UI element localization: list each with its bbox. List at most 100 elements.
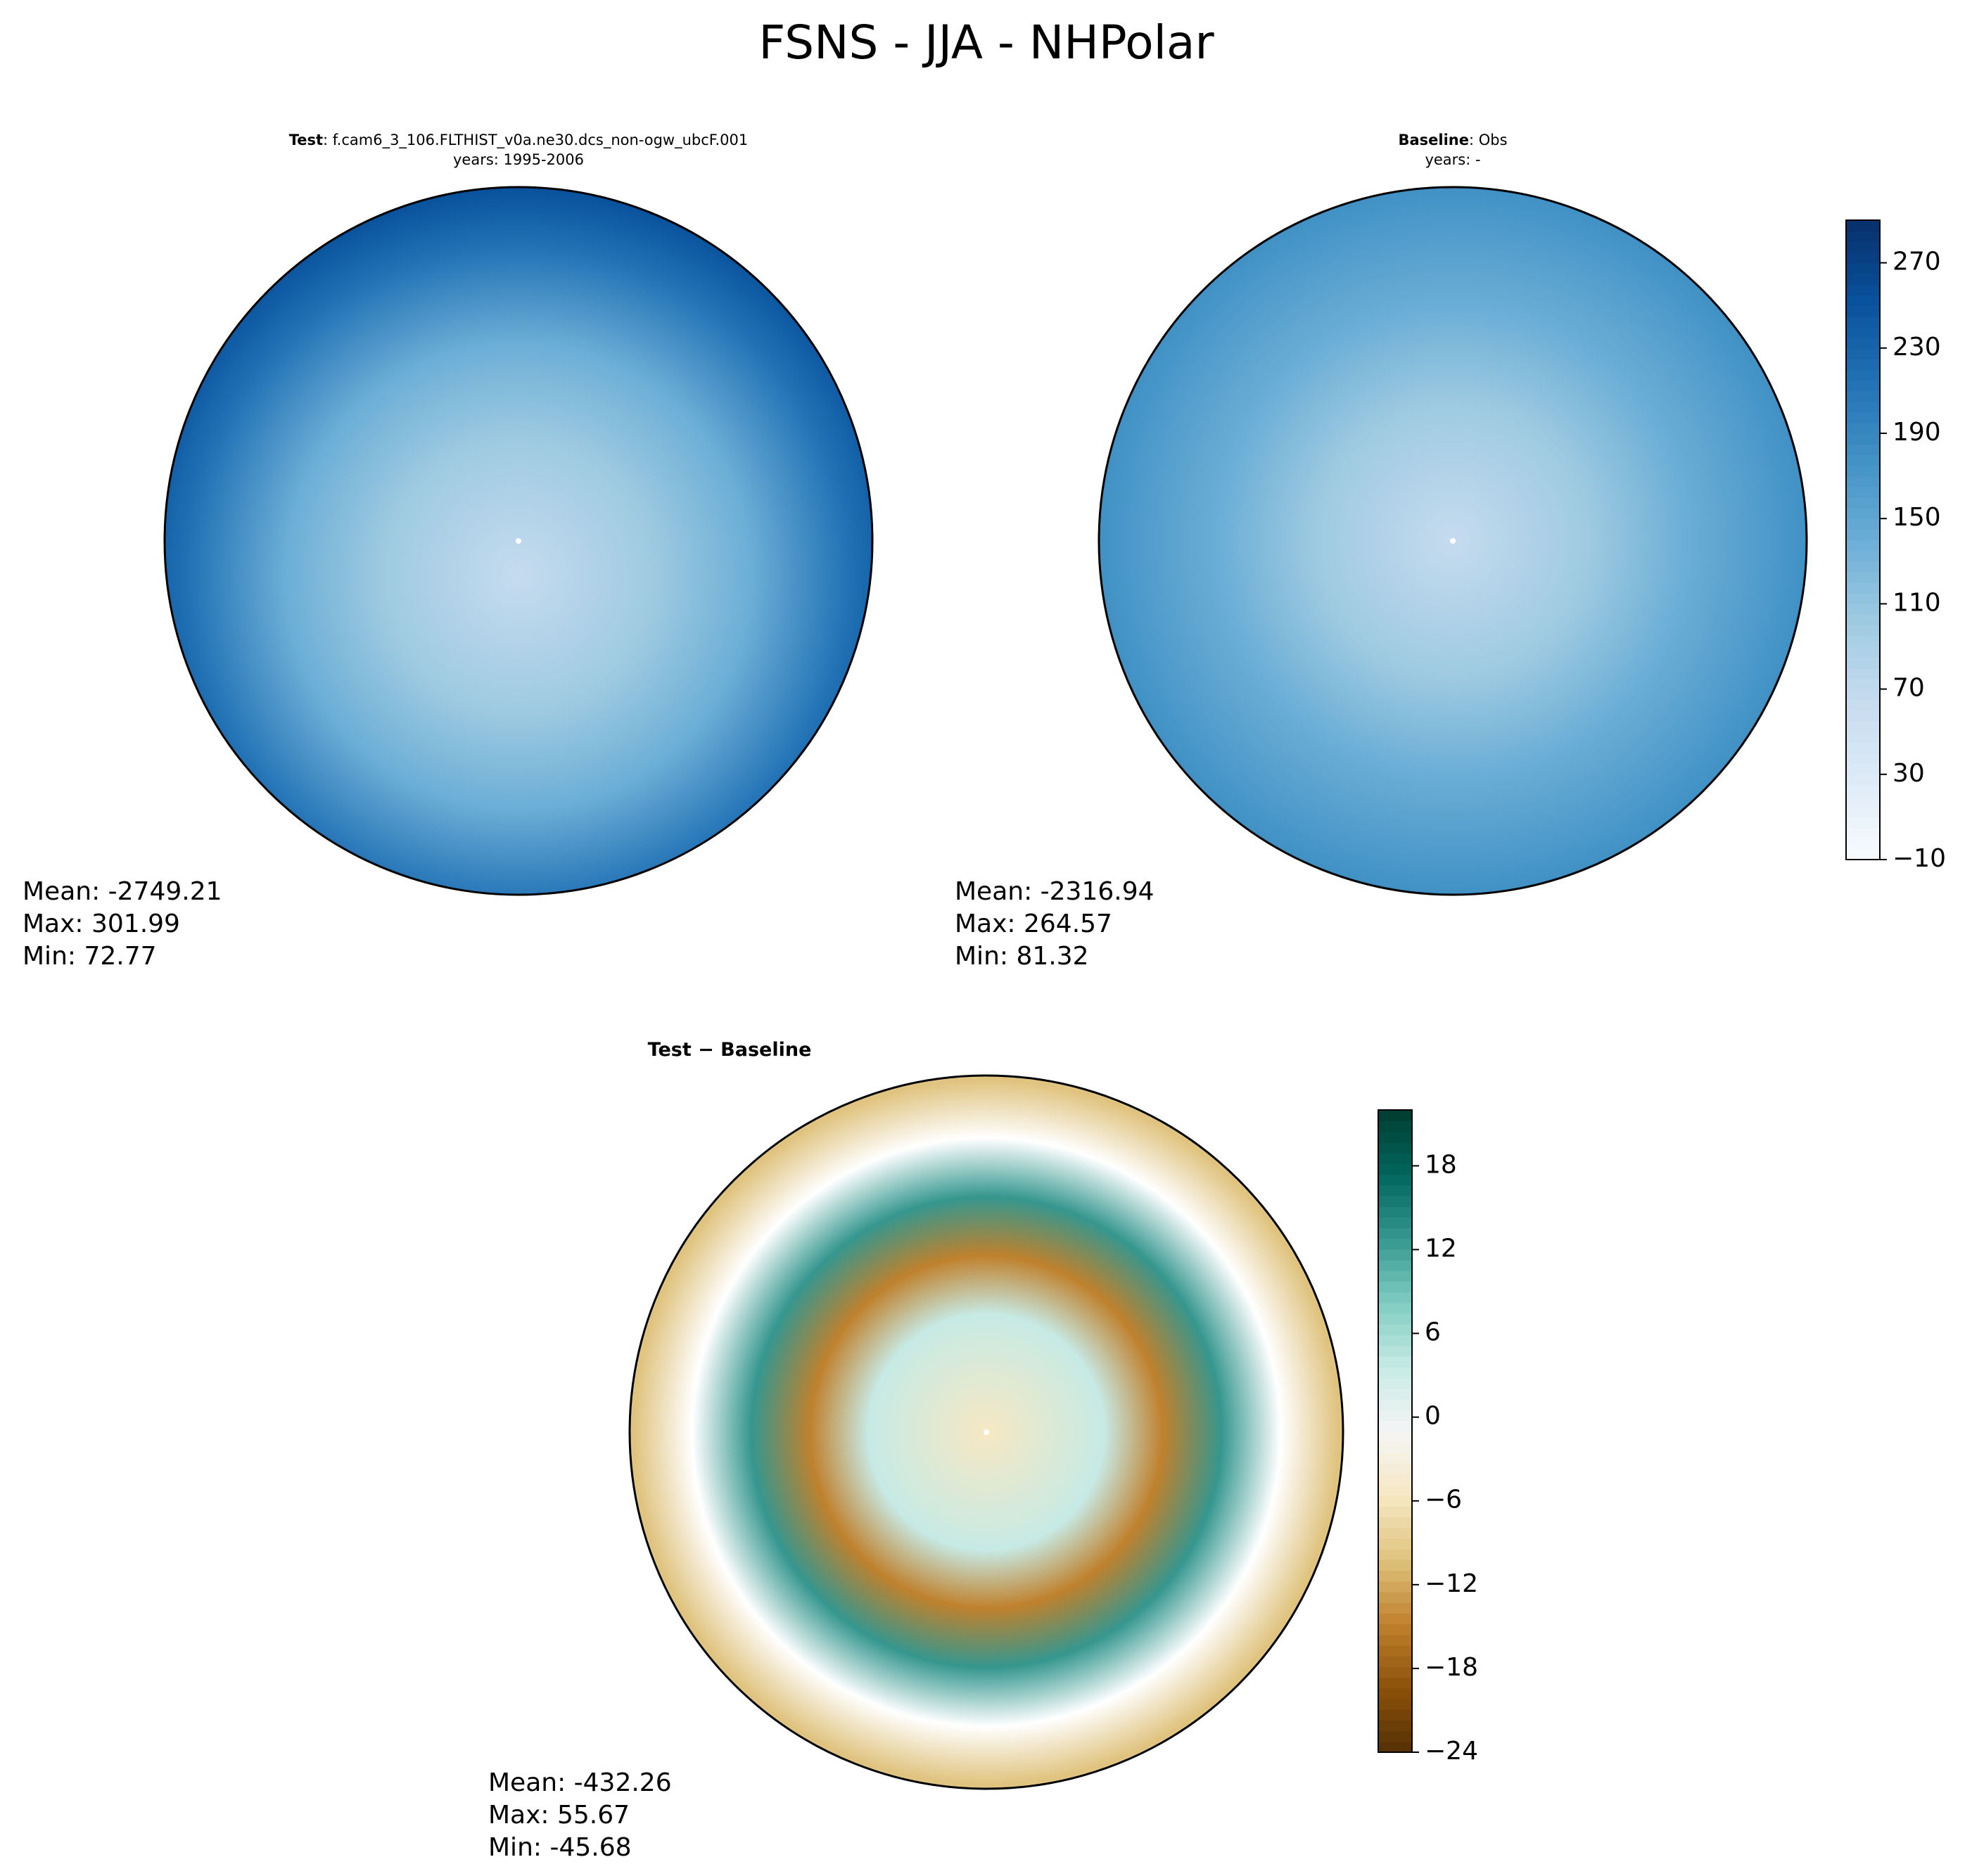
colorbar-segment [1846, 444, 1880, 456]
colorbar-segment [1378, 1410, 1412, 1422]
panel-title-label: Baseline [1398, 132, 1469, 148]
colorbar-segment [1378, 1324, 1412, 1336]
colorbar-segment [1378, 1302, 1412, 1314]
stat-text: Max: 301.99 [23, 910, 180, 938]
colorbar-segment [1378, 1656, 1412, 1668]
colorbar-segment [1378, 1591, 1412, 1603]
colorbar-segment [1846, 295, 1880, 306]
colorbar-segment [1378, 1174, 1412, 1186]
colorbar-segment [1846, 593, 1880, 605]
colorbar-segment [1846, 827, 1880, 839]
colorbar-segment [1846, 657, 1880, 669]
colorbar-segment [1378, 1666, 1412, 1678]
pole [516, 538, 521, 544]
colorbar-segment [1846, 848, 1880, 860]
colorbar-segment [1846, 625, 1880, 637]
colorbar-segment [1846, 561, 1880, 573]
colorbar-tick-label: 270 [1893, 248, 1941, 276]
colorbar-segment [1378, 1131, 1412, 1143]
colorbar-tick-label: 190 [1893, 418, 1941, 447]
panel-title: Test − Baseline [648, 1039, 812, 1061]
colorbar-segment [1378, 1559, 1412, 1571]
colorbar-segment [1378, 1313, 1412, 1325]
panel-title-text: : f.cam6_3_106.FLTHIST_v0a.ne30.dcs_non-… [323, 132, 748, 149]
colorbar-segment [1846, 721, 1880, 732]
colorbar-segment [1846, 220, 1880, 231]
colorbar-segment [1846, 241, 1880, 253]
colorbar-segment [1378, 1110, 1412, 1122]
colorbar-segment [1378, 1602, 1412, 1614]
colorbar-segment [1378, 1431, 1412, 1443]
colorbar-segment [1846, 668, 1880, 679]
colorbar-segment [1378, 1355, 1412, 1367]
colorbar-tick-label: 18 [1425, 1150, 1457, 1179]
colorbar-segment [1846, 390, 1880, 402]
colorbar-segment [1846, 806, 1880, 818]
colorbar-segment [1846, 283, 1880, 295]
colorbar-segment [1846, 337, 1880, 349]
colorbar-segment [1846, 710, 1880, 722]
stat-text: Mean: -432.26 [488, 1768, 672, 1797]
colorbar-segment [1846, 411, 1880, 423]
colorbar-tick-label: −24 [1425, 1737, 1478, 1766]
figure-title: FSNS - JJA - NHPolar [758, 15, 1214, 70]
colorbar-segment [1378, 1163, 1412, 1175]
colorbar-segment [1846, 454, 1880, 466]
colorbar-tick-label: −18 [1425, 1653, 1478, 1682]
colorbar-tick-label: 12 [1425, 1234, 1457, 1263]
stat-text: Mean: -2749.21 [23, 877, 222, 906]
colorbar-segment [1846, 817, 1880, 829]
panel-title-label: Test [289, 132, 323, 148]
colorbar-segment [1378, 1206, 1412, 1218]
colorbar-segment [1846, 571, 1880, 583]
colorbar-segment [1378, 1238, 1412, 1250]
colorbar-segment [1846, 614, 1880, 626]
colorbar-segment [1378, 1398, 1412, 1410]
colorbar-segment [1846, 582, 1880, 594]
colorbar-segment [1378, 1570, 1412, 1582]
colorbar-segment [1378, 1720, 1412, 1732]
colorbar-segment [1846, 262, 1880, 274]
pole [984, 1429, 989, 1435]
colorbar-segment [1378, 1270, 1412, 1282]
colorbar-segment [1378, 1367, 1412, 1379]
colorbar-segment [1378, 1227, 1412, 1239]
colorbar-segment [1846, 796, 1880, 808]
colorbar-segment [1378, 1441, 1412, 1453]
colorbar-segment [1846, 347, 1880, 359]
colorbar-segment [1378, 1741, 1412, 1753]
colorbar-segment [1378, 1217, 1412, 1229]
colorbar-segment [1846, 689, 1880, 701]
colorbar-segment [1846, 774, 1880, 786]
colorbar-tick-label: 70 [1893, 674, 1925, 703]
colorbar-segment [1378, 1281, 1412, 1293]
colorbar-frame [1845, 219, 1881, 860]
colorbar-segment [1378, 1538, 1412, 1550]
colorbar-segment [1378, 1452, 1412, 1464]
colorbar-segment [1846, 540, 1880, 551]
panel-subtitle: years: - [1425, 151, 1480, 168]
colorbar-segment [1846, 273, 1880, 285]
colorbar-tick-label: −10 [1893, 844, 1946, 873]
colorbar-segment [1378, 1484, 1412, 1496]
colorbar-segment [1378, 1506, 1412, 1518]
colorbar-segment [1846, 838, 1880, 850]
colorbar-segment [1846, 604, 1880, 615]
colorbar-segment [1846, 646, 1880, 658]
colorbar-segment [1378, 1388, 1412, 1400]
colorbar-segment [1846, 635, 1880, 647]
colorbar-segment [1378, 1291, 1412, 1303]
colorbar-segment [1846, 742, 1880, 754]
colorbar-segment [1846, 422, 1880, 434]
colorbar-segment [1846, 550, 1880, 562]
colorbar-segment [1846, 486, 1880, 498]
colorbar-tick-label: 110 [1893, 588, 1941, 617]
colorbar-tick-label: 230 [1893, 333, 1941, 362]
stat-text: Max: 55.67 [488, 1801, 630, 1830]
colorbar-frame [1378, 1109, 1413, 1753]
panel-title-label: Test − Baseline [648, 1039, 812, 1061]
colorbar-tick-label: 6 [1425, 1318, 1441, 1347]
colorbar-segment [1378, 1517, 1412, 1529]
colorbar-segment [1846, 231, 1880, 243]
